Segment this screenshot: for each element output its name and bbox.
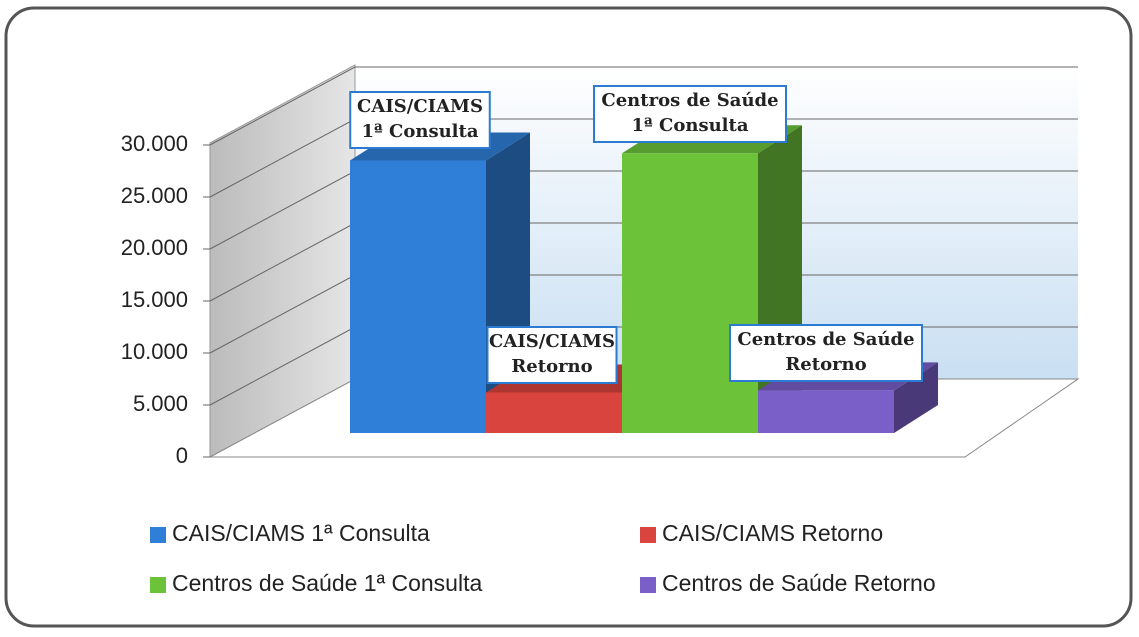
y-tick-label: 20.000 (121, 235, 188, 260)
legend-label: CAIS/CIAMS 1ª Consulta (172, 520, 430, 546)
callout-label: 1ª Consulta (361, 121, 478, 142)
callout-box (486, 326, 618, 384)
legend-swatch (640, 577, 656, 593)
callout-label: Retorno (511, 356, 592, 377)
legend-label: CAIS/CIAMS Retorno (662, 520, 883, 546)
callout-box (349, 91, 491, 149)
callout-box (593, 85, 787, 143)
y-tick-label: 25.000 (121, 183, 188, 208)
legend-swatch (150, 527, 166, 543)
legend-swatch (640, 527, 656, 543)
y-tick-label: 10.000 (121, 339, 188, 364)
y-tick-label: 15.000 (121, 287, 188, 312)
legend-swatch (150, 577, 166, 593)
legend-label: Centros de Saúde Retorno (662, 570, 936, 596)
y-tick-label: 5.000 (133, 391, 188, 416)
callout-label: Centros de Saúde (601, 90, 778, 111)
callout-label: 1ª Consulta (631, 115, 748, 136)
bar (350, 160, 486, 433)
callout-label: CAIS/CIAMS (357, 96, 483, 117)
callout-box (729, 324, 923, 382)
bar-side (894, 362, 938, 433)
legend-label: Centros de Saúde 1ª Consulta (172, 570, 482, 596)
bar (622, 153, 758, 434)
callout-label: Centros de Saúde (737, 329, 914, 350)
bar (486, 392, 622, 433)
callout-label: Retorno (785, 354, 866, 375)
grid-line (209, 66, 1078, 146)
y-tick-label: 0 (176, 443, 188, 468)
callout-label: CAIS/CIAMS (489, 331, 615, 352)
y-tick-label: 30.000 (121, 131, 188, 156)
bar (758, 390, 894, 433)
